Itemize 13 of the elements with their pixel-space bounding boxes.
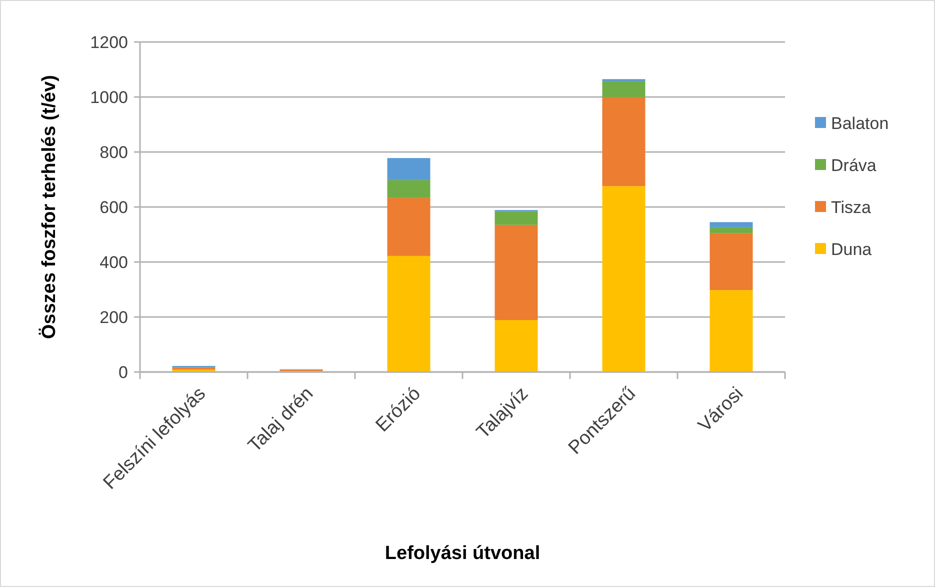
y-axis-title: Összes foszfor terhelés (t/év) xyxy=(38,75,60,339)
x-axis-title: Lefolyási útvonal xyxy=(384,543,540,564)
y-tick-label: 200 xyxy=(100,308,128,327)
y-tick-label: 1000 xyxy=(90,88,128,107)
y-tick-label: 400 xyxy=(100,252,128,272)
y-tick-label: 600 xyxy=(100,198,128,217)
y-tick-label: 800 xyxy=(100,142,128,162)
y-tick-label: 0 xyxy=(118,362,128,382)
legend-label: Tisza xyxy=(831,198,872,217)
legend-label: Duna xyxy=(831,240,872,259)
y-tick-label: 1200 xyxy=(90,32,128,52)
legend-label: Balaton xyxy=(831,114,889,133)
legend-label: Dráva xyxy=(831,156,877,175)
